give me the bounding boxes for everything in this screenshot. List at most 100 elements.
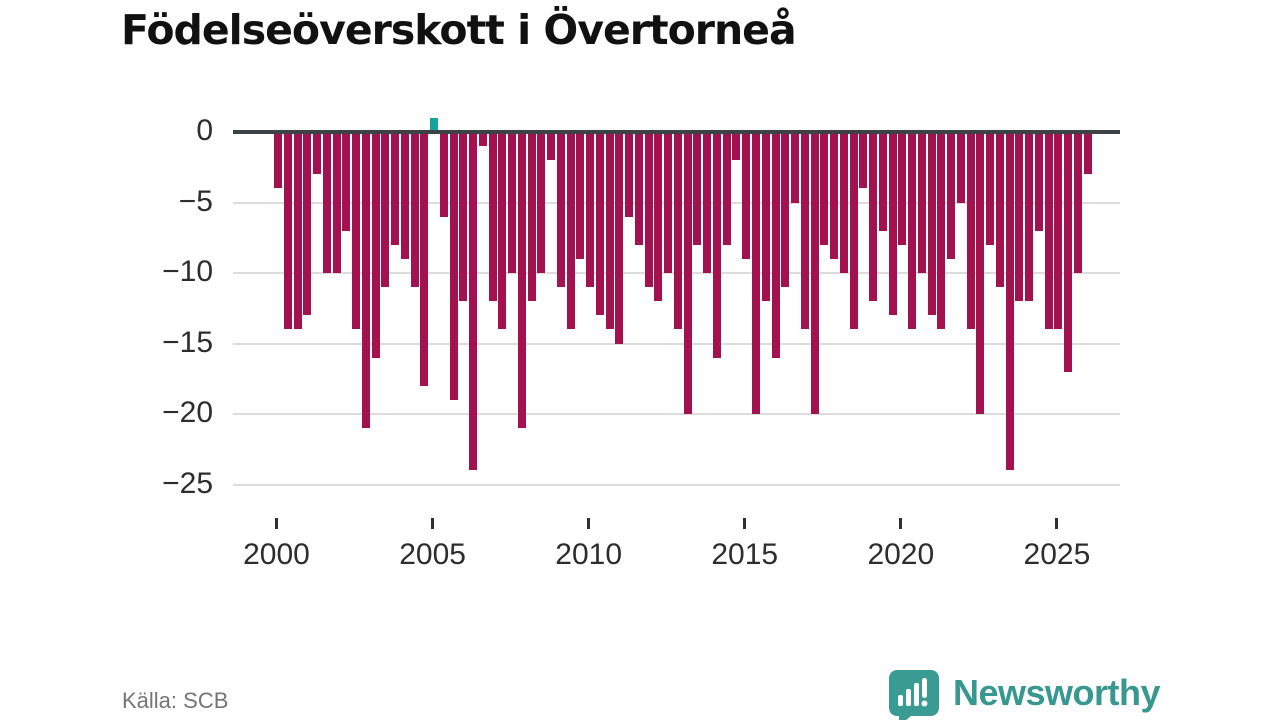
bar [937,132,946,330]
y-tick-label: −5 [178,184,213,218]
bar [781,132,790,288]
bar [810,132,819,414]
bar [400,132,409,259]
bar [1034,132,1043,231]
x-tick-label: 2020 [867,538,935,571]
bar [332,132,341,273]
bar [527,132,536,302]
y-tick-label: −15 [162,325,213,359]
bar [361,132,370,429]
bar [644,132,653,288]
bar [956,132,965,203]
newsworthy-wordmark: Newsworthy [952,672,1161,713]
y-tick-label: −10 [162,255,213,288]
bar [966,132,975,330]
bar [976,132,985,414]
bar [664,132,673,273]
bar [673,132,682,330]
x-tick-mark [899,518,903,529]
bar [751,132,760,414]
bar [654,132,663,302]
bar [508,132,517,273]
bar [1005,132,1014,471]
y-tick-label: −25 [162,466,213,500]
bar [283,132,292,330]
bar [888,132,897,316]
bar [498,132,507,330]
bar [849,132,858,330]
bar [820,132,829,245]
bar [371,132,380,358]
bar [859,132,868,189]
bar [576,132,585,259]
bar [625,132,634,217]
bar [703,132,712,273]
bar [342,132,351,231]
bar [722,132,731,245]
bar [566,132,575,330]
bar [410,132,419,288]
bar [293,132,302,330]
x-tick-label: 2025 [1023,538,1091,571]
bar [595,132,604,316]
bar [839,132,848,273]
bar [1073,132,1082,273]
bar [791,132,799,203]
x-tick-mark [743,518,747,529]
newsworthy-branding: Newsworthy [883,666,1161,720]
bar [605,132,614,330]
source-attribution: Källa: SCB [122,688,229,713]
bar [712,132,721,358]
bar [1054,132,1063,330]
bar [761,132,770,302]
bar [771,132,780,358]
x-tick-label: 2000 [243,538,310,571]
bar [547,132,556,161]
bar [537,132,546,273]
bar [517,132,526,429]
bar [459,132,468,302]
bar [615,132,624,344]
x-tick-label: 2010 [555,538,623,571]
bar [800,132,809,330]
y-tick-label: 0 [196,114,213,147]
bar [995,132,1004,288]
x-tick-mark [587,518,591,529]
bar [869,132,878,302]
bar [449,132,458,400]
bar [488,132,497,302]
bar [742,132,751,259]
bar [917,132,926,273]
bar [634,132,643,245]
bar [693,132,702,245]
bar [830,132,839,259]
bar [313,132,322,175]
bar [1025,132,1034,302]
bar [1064,132,1073,372]
bar [420,132,429,386]
bar [439,132,448,217]
bar [908,132,917,330]
bar [478,132,487,147]
bar [1083,132,1092,175]
x-tick-label: 2005 [399,538,466,571]
bar [1044,132,1053,330]
x-tick-mark [275,518,278,529]
y-tick-label: −20 [162,396,213,429]
x-axis-zero-line [233,130,1120,134]
bar [986,132,995,245]
bar [586,132,595,288]
chart-title: Födelseöverskott i Övertorneå [121,6,797,54]
bar [898,132,907,245]
bar [391,132,400,245]
bar [352,132,361,330]
bar [732,132,741,161]
bar [469,132,478,471]
bar [303,132,312,316]
x-tick-mark [1055,518,1059,529]
gridline-y-15 [233,342,1120,345]
gridline-y-25 [233,483,1120,486]
bar [947,132,956,259]
bar [322,132,331,273]
